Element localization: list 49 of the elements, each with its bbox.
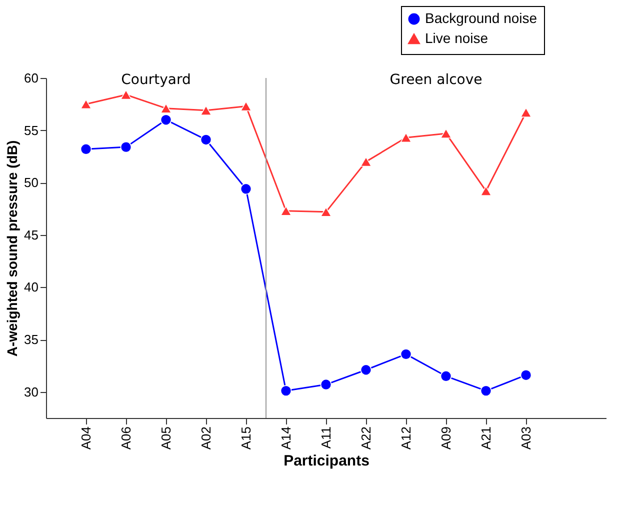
x-tick-label: A05 — [158, 426, 174, 450]
point — [520, 369, 532, 381]
point — [400, 348, 412, 360]
point — [200, 134, 212, 146]
annotation: Green alcove — [390, 72, 482, 88]
x-axis-title: Participants — [284, 452, 370, 470]
annotation: Courtyard — [121, 72, 191, 88]
point — [240, 101, 252, 112]
point — [320, 206, 332, 217]
x-tick-label: A14 — [278, 426, 294, 450]
point — [160, 114, 172, 126]
x-tick-label: A04 — [78, 426, 94, 450]
x-tick-label: A21 — [478, 426, 494, 450]
y-axis-title: A-weighted sound pressure (dB) — [4, 140, 20, 357]
y-tick-label: 50 — [24, 175, 38, 190]
point — [280, 385, 292, 396]
y-tick-label: 30 — [24, 384, 38, 400]
x-tick-label: A06 — [118, 426, 134, 450]
point — [360, 156, 372, 167]
point — [440, 128, 452, 138]
legend-label: Live noise — [425, 30, 488, 46]
x-tick-label: A12 — [398, 426, 414, 450]
y-tick-label: 45 — [24, 227, 38, 242]
point — [80, 99, 92, 110]
legend-label: Background noise — [425, 10, 538, 26]
x-tick-label: A15 — [238, 426, 254, 450]
point — [480, 186, 492, 196]
y-tick-label: 55 — [24, 122, 38, 138]
point — [80, 144, 92, 155]
y-tick-label: 60 — [24, 70, 38, 86]
point — [240, 183, 252, 195]
x-tick-label: A22 — [358, 426, 374, 450]
point — [280, 206, 292, 216]
point — [480, 385, 492, 396]
point — [360, 364, 372, 376]
point — [120, 90, 132, 100]
point — [520, 108, 532, 118]
x-tick-label: A09 — [438, 426, 454, 450]
point — [120, 141, 132, 153]
y-tick-label: 35 — [24, 332, 38, 348]
point — [400, 132, 412, 143]
y-tick-label: 40 — [24, 280, 38, 295]
point — [200, 105, 212, 116]
x-tick-label: A02 — [198, 426, 214, 450]
x-tick-label: A03 — [518, 426, 534, 450]
point — [320, 378, 332, 390]
x-tick-label: A11 — [318, 426, 334, 449]
point — [440, 370, 452, 382]
point — [160, 103, 172, 114]
